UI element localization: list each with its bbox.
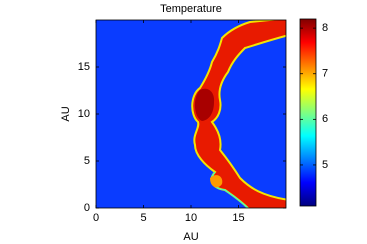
hot-band	[191, 20, 286, 208]
x-tick-label: 5	[140, 212, 146, 224]
colorbar-tick-label: 7	[322, 68, 328, 80]
colorbar-tick-label: 5	[322, 159, 328, 171]
x-tick-label: 0	[93, 212, 99, 224]
colorbar	[299, 18, 317, 207]
field-background	[96, 20, 286, 208]
y-tick-label: 10	[78, 108, 90, 120]
heatmap-field	[96, 20, 286, 208]
x-tick-label: 15	[232, 212, 244, 224]
chart-title: Temperature	[160, 3, 222, 15]
eddy	[210, 175, 223, 188]
y-tick-label: 0	[84, 202, 90, 214]
colorbar-tick-label: 8	[322, 22, 328, 34]
x-tick-label: 10	[185, 212, 197, 224]
colorbar-tick-label: 6	[322, 113, 328, 125]
y-tick-label: 15	[78, 61, 90, 73]
hot-core	[194, 88, 215, 121]
x-axis-label: AU	[183, 231, 198, 243]
y-axis-label: AU	[60, 106, 72, 121]
y-tick-label: 5	[84, 155, 90, 167]
